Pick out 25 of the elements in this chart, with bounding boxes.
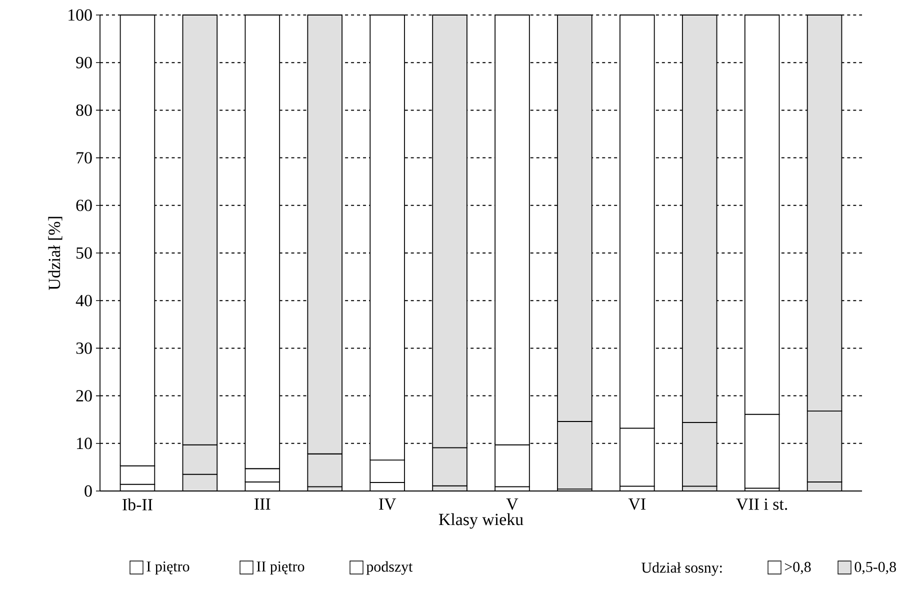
y-tick-label: 0 <box>84 485 92 497</box>
y-tick-label: 70 <box>76 152 92 164</box>
x-tick-label: VI <box>628 498 646 510</box>
text: 0,5-0,8 <box>854 562 896 574</box>
x-tick-label: III <box>254 498 270 510</box>
y-tick-label: 30 <box>76 342 92 354</box>
x-tick-label: IV <box>378 498 396 510</box>
x-tick-label: VII i st. <box>736 498 788 510</box>
x-tick-label: V <box>506 498 518 510</box>
text: >0,8 <box>784 562 811 574</box>
y-tick-label: 60 <box>76 200 92 212</box>
y-tick-label: 90 <box>76 56 92 68</box>
legend-title: Udział sosny: <box>642 562 722 576</box>
legend-label: podszyt <box>366 561 413 575</box>
y-tick-label: 50 <box>76 247 92 259</box>
y-tick-label: 40 <box>76 294 92 306</box>
x-axis-title: Klasy wieku <box>438 513 524 529</box>
y-tick-label: 80 <box>76 104 92 116</box>
legend-label: I piętro <box>146 561 190 575</box>
legend-label: II piętro <box>256 561 304 575</box>
x-tick-label: Ib-II <box>122 498 152 510</box>
y-tick-label: 20 <box>76 390 92 402</box>
y-axis-title: Udział [%] <box>48 216 62 290</box>
y-tick-label: 10 <box>77 438 92 450</box>
y-tick-label: 100 <box>68 9 92 21</box>
